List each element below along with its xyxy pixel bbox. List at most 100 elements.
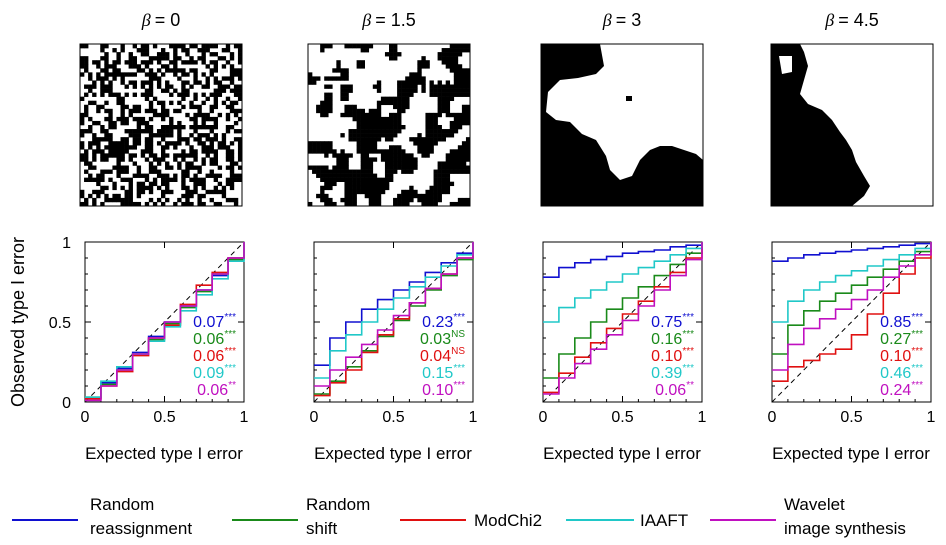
score-value: 0.46 [880, 365, 911, 382]
score-label: 0.10*** [651, 346, 694, 365]
score-label: 0.06** [655, 380, 694, 399]
series-line-wavelet-image-synthesis [314, 242, 474, 387]
x-tick-label: 0.5 [840, 409, 862, 426]
score-significance: *** [453, 363, 465, 374]
y-tick-label: 0 [62, 395, 71, 412]
x-axis-label-2: Expected type I error [543, 444, 701, 463]
score-label: 0.06** [197, 380, 236, 399]
series-line-wavelet-image-synthesis [543, 242, 703, 395]
score-label: 0.24*** [880, 380, 923, 399]
x-tick-label: 0 [81, 409, 90, 426]
plot-panels: 000.50.5110.07***0.06***0.06***0.09***0.… [49, 235, 936, 426]
series-line-random-reassignment [772, 242, 932, 262]
legend: Random reassignment Random shift ModChi2… [12, 495, 906, 538]
column-titles: β = 0 β = 1.5 β = 3 β = 4.5 [141, 10, 879, 30]
score-significance: *** [911, 380, 923, 391]
score-label: 0.03NS [420, 329, 465, 348]
score-significance: *** [682, 312, 694, 323]
texture-image-1 [308, 44, 470, 206]
score-significance: *** [453, 312, 465, 323]
series-line-random-shift [772, 242, 932, 355]
x-tick-label: 0.5 [611, 409, 633, 426]
score-label: 0.06*** [193, 329, 236, 348]
score-significance: *** [224, 346, 236, 357]
x-tick-label: 0.5 [382, 409, 404, 426]
beta-symbol: β [141, 10, 151, 30]
score-significance: *** [224, 329, 236, 340]
score-significance: ** [686, 380, 694, 391]
y-tick-label: 1 [62, 235, 71, 252]
beta-value: = 3 [616, 10, 642, 30]
texture-image-0 [80, 44, 242, 206]
series-line-wavelet-image-synthesis [772, 242, 932, 371]
legend-label: reassignment [90, 519, 192, 538]
score-value: 0.10 [880, 348, 911, 365]
score-label: 0.10*** [880, 346, 923, 365]
score-label: 0.10*** [422, 380, 465, 399]
score-label: 0.39*** [651, 363, 694, 382]
series-line-random-shift [543, 242, 703, 379]
beta-title-1: β = 1.5 [361, 10, 416, 30]
beta-symbol: β [361, 10, 371, 30]
score-value: 0.09 [193, 365, 224, 382]
score-significance: *** [224, 363, 236, 374]
x-axis-label-1: Expected type I error [314, 444, 472, 463]
score-significance: *** [682, 363, 694, 374]
score-value: 0.10 [651, 348, 682, 365]
score-value: 0.03 [420, 331, 451, 348]
legend-label: Random [90, 495, 154, 514]
score-value: 0.10 [422, 382, 453, 399]
x-axis-label-0: Expected type I error [85, 444, 243, 463]
series-line-modchi2 [772, 242, 932, 382]
series-line-random-reassignment [543, 242, 703, 278]
score-label: 0.85*** [880, 312, 923, 331]
beta-value: = 1.5 [375, 10, 416, 30]
plot-panel: 0 0.5 10.75***0.16***0.10***0.39***0.06** [539, 241, 707, 426]
legend-item-iaaft: IAAFT [566, 511, 688, 530]
score-value: 0.06 [193, 331, 224, 348]
legend-item-wavelet: Wavelet image synthesis [710, 495, 906, 538]
score-value: 0.75 [651, 314, 682, 331]
score-label: 0.07*** [193, 312, 236, 331]
score-value: 0.07 [193, 314, 224, 331]
reference-diagonal [771, 241, 932, 403]
x-tick-label: 1 [927, 409, 936, 426]
score-significance: *** [911, 329, 923, 340]
score-value: 0.04 [420, 348, 451, 365]
y-tick-label: 0.5 [49, 315, 71, 332]
x-tick-label: 0.5 [153, 409, 175, 426]
x-axis-label-3: Expected type I error [772, 444, 930, 463]
legend-label: Wavelet [784, 495, 845, 514]
score-significance: ** [228, 380, 236, 391]
score-label: 0.04NS [420, 346, 465, 365]
series-line-wavelet-image-synthesis [85, 242, 245, 402]
series-line-iaaft [772, 242, 932, 323]
legend-item-modchi2: ModChi2 [400, 511, 542, 530]
score-label: 0.46*** [880, 363, 923, 382]
score-label: 0.16*** [651, 329, 694, 348]
x-tick-label: 0 [768, 409, 777, 426]
score-significance: *** [911, 312, 923, 323]
legend-label: Random [306, 495, 370, 514]
score-significance: *** [682, 329, 694, 340]
x-tick-label: 1 [698, 409, 707, 426]
score-value: 0.27 [880, 331, 911, 348]
score-label: 0.75*** [651, 312, 694, 331]
beta-value: = 0 [155, 10, 181, 30]
score-significance: *** [911, 363, 923, 374]
score-label: 0.09*** [193, 363, 236, 382]
texture-image-2 [541, 44, 703, 206]
texture-frames [79, 43, 934, 207]
x-tick-label: 1 [240, 409, 249, 426]
beta-title-3: β = 4.5 [824, 10, 879, 30]
score-value: 0.23 [422, 314, 453, 331]
score-value: 0.06 [193, 348, 224, 365]
legend-label: image synthesis [784, 519, 906, 538]
score-value: 0.24 [880, 382, 911, 399]
beta-value: = 4.5 [838, 10, 879, 30]
legend-label: ModChi2 [474, 511, 542, 530]
series-line-iaaft [314, 242, 474, 379]
series-line-random-reassignment [314, 242, 474, 366]
